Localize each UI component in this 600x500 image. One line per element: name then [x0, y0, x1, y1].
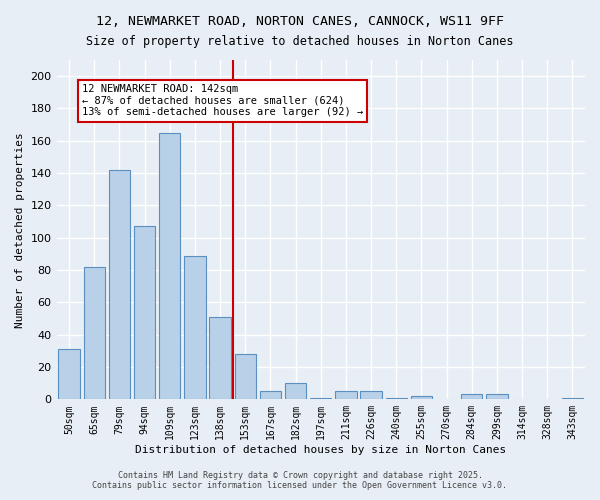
Text: 12 NEWMARKET ROAD: 142sqm
← 87% of detached houses are smaller (624)
13% of semi: 12 NEWMARKET ROAD: 142sqm ← 87% of detac… — [82, 84, 363, 117]
Text: Size of property relative to detached houses in Norton Canes: Size of property relative to detached ho… — [86, 35, 514, 48]
Bar — [209, 317, 231, 400]
X-axis label: Distribution of detached houses by size in Norton Canes: Distribution of detached houses by size … — [135, 445, 506, 455]
Bar — [83, 267, 105, 400]
Text: 12, NEWMARKET ROAD, NORTON CANES, CANNOCK, WS11 9FF: 12, NEWMARKET ROAD, NORTON CANES, CANNOC… — [96, 15, 504, 28]
Bar — [58, 349, 80, 400]
Bar — [461, 394, 482, 400]
Bar — [361, 392, 382, 400]
Bar — [184, 256, 206, 400]
Bar — [486, 394, 508, 400]
Bar — [411, 396, 432, 400]
Bar — [562, 398, 583, 400]
Text: Contains HM Land Registry data © Crown copyright and database right 2025.
Contai: Contains HM Land Registry data © Crown c… — [92, 470, 508, 490]
Bar — [109, 170, 130, 400]
Bar — [335, 392, 356, 400]
Bar — [285, 383, 307, 400]
Bar — [260, 392, 281, 400]
Bar — [235, 354, 256, 400]
Bar — [310, 398, 331, 400]
Bar — [134, 226, 155, 400]
Bar — [386, 398, 407, 400]
Y-axis label: Number of detached properties: Number of detached properties — [15, 132, 25, 328]
Bar — [159, 132, 181, 400]
